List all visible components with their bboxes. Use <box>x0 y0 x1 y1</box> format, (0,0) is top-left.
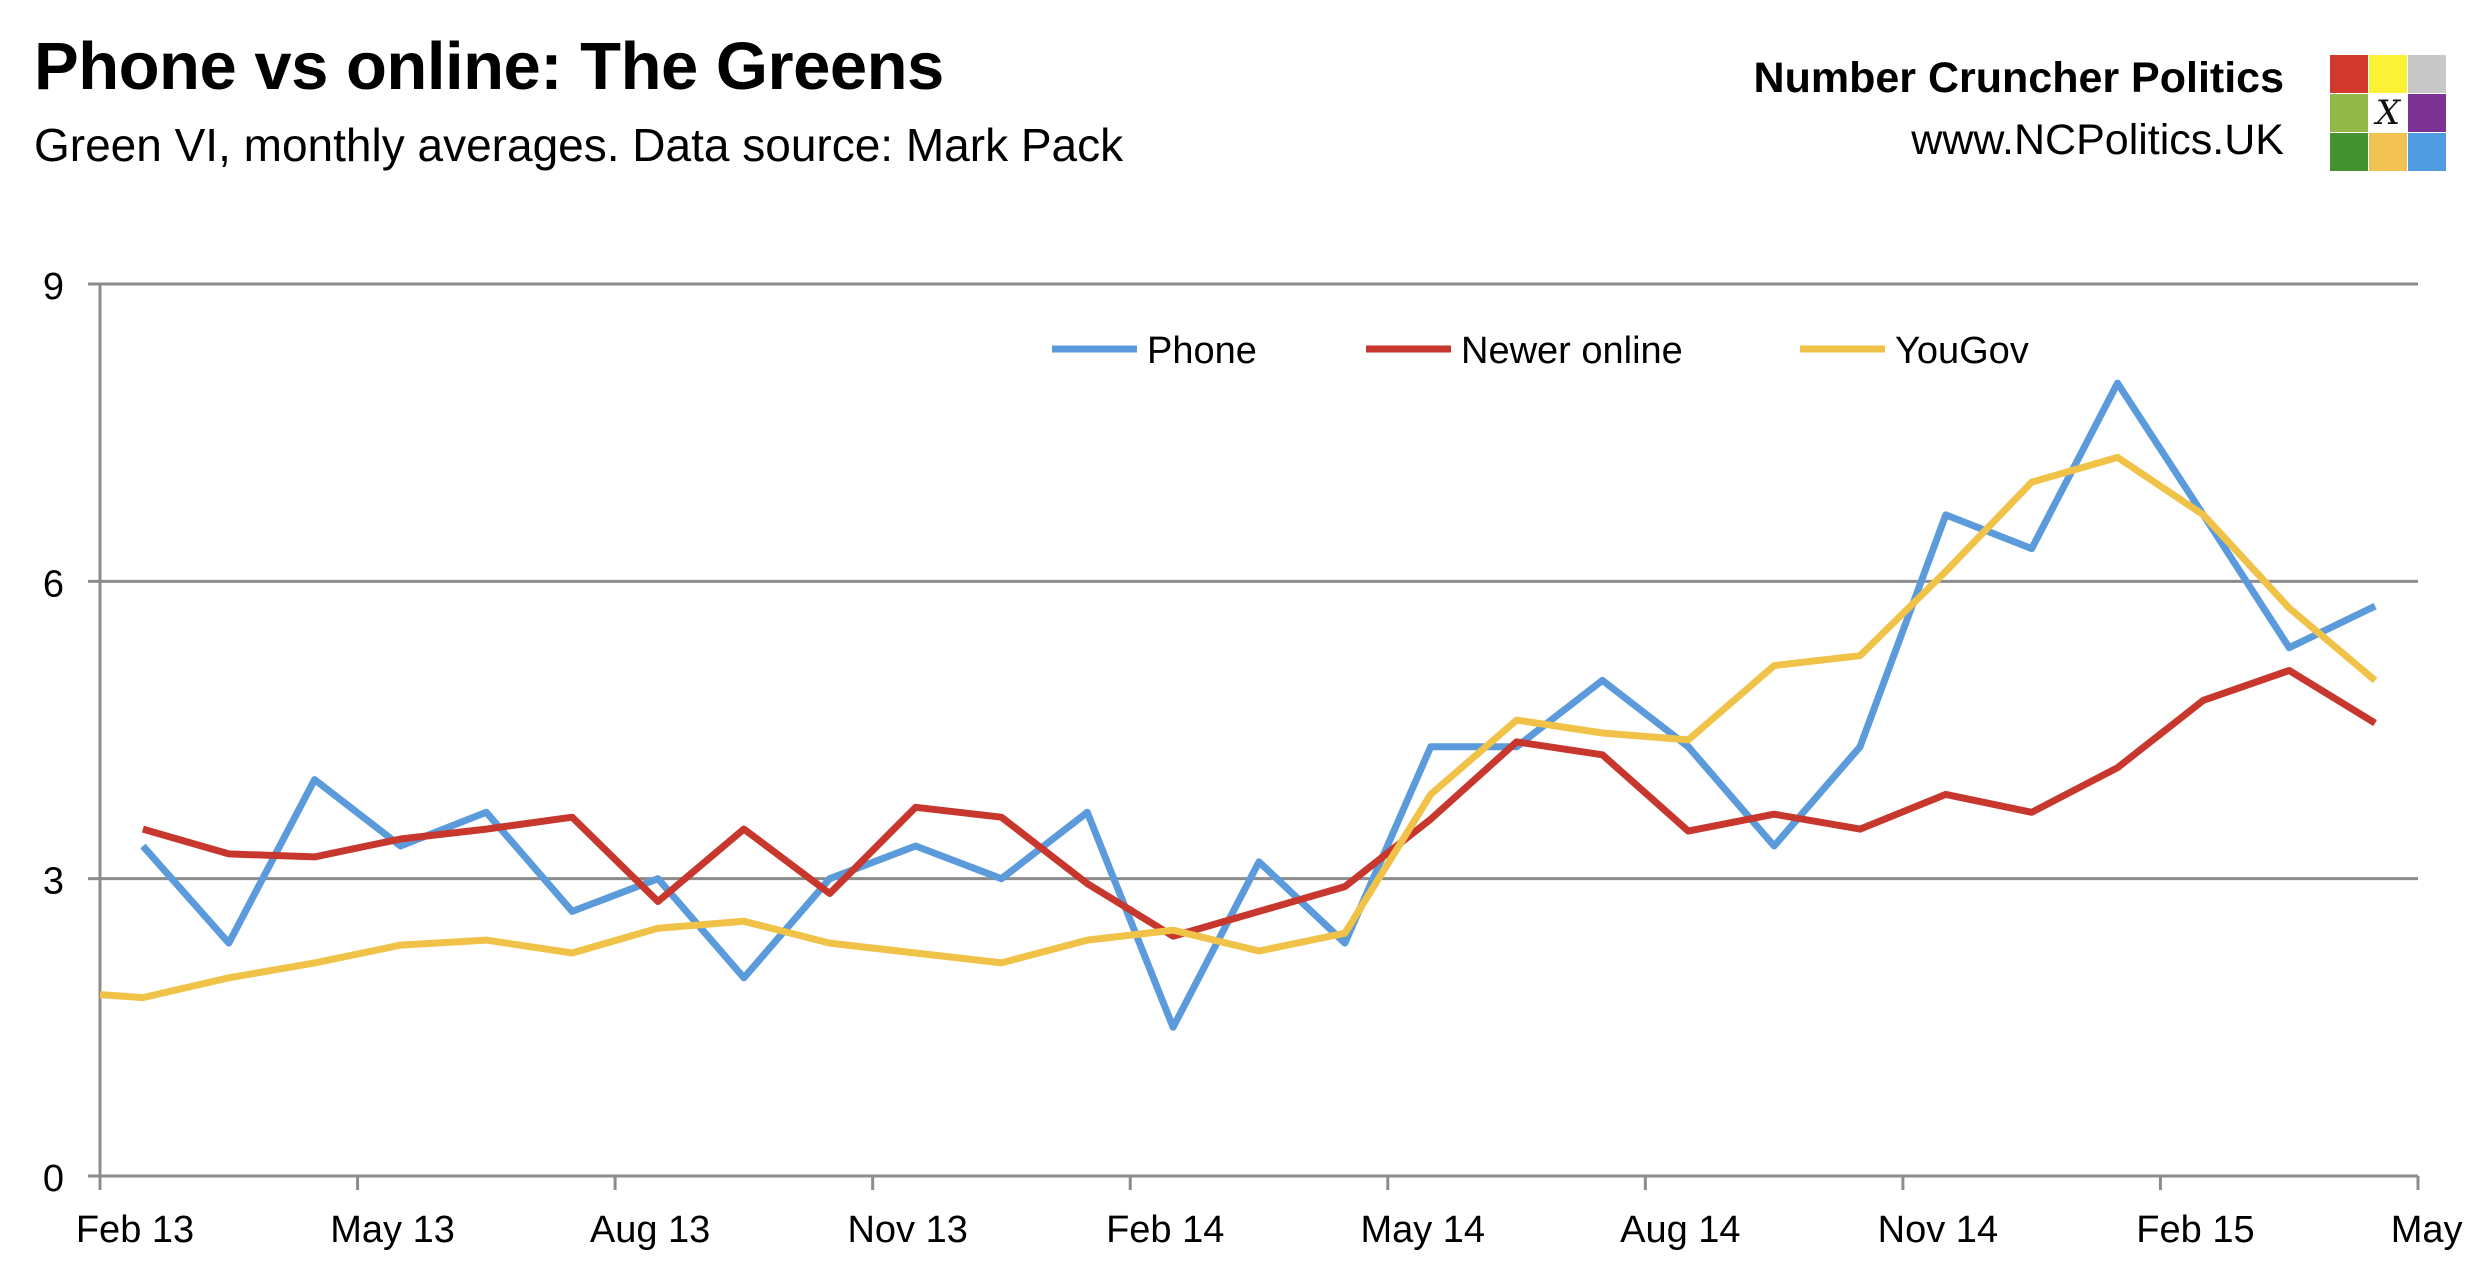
x-tick-label: May 15 <box>2391 1209 2470 1251</box>
y-tick-label: 6 <box>43 563 64 605</box>
brand-name: Number Cruncher Politics <box>1753 54 2284 102</box>
y-tick-label: 3 <box>43 861 64 903</box>
series-line-phone <box>140 379 2377 1031</box>
y-tick-label: 0 <box>43 1158 64 1200</box>
logo-cell <box>2369 133 2407 171</box>
x-tick-label: Feb 15 <box>2136 1209 2254 1251</box>
x-tick-label: Aug 14 <box>1620 1209 1740 1251</box>
legend-label: Phone <box>1147 330 1257 372</box>
chart-subtitle: Green VI, monthly averages. Data source:… <box>34 119 1124 171</box>
x-tick-label: Feb 13 <box>76 1209 194 1251</box>
logo-cell <box>2330 55 2368 93</box>
series-line-yougov <box>99 453 2378 1002</box>
chart-title: Phone vs online: The Greens <box>34 29 944 104</box>
y-tick-label: 9 <box>43 266 64 308</box>
x-tick-label: Nov 13 <box>847 1209 967 1251</box>
brand-url[interactable]: www.NCPolitics.UK <box>1911 116 2284 164</box>
x-tick-label: Feb 14 <box>1106 1209 1224 1251</box>
legend-label: Newer online <box>1461 330 1683 372</box>
ballot-x-icon: X <box>2369 94 2407 132</box>
x-tick-label: May 14 <box>1360 1209 1485 1251</box>
logo-cell <box>2330 133 2368 171</box>
x-tick-label: Aug 13 <box>590 1209 710 1251</box>
logo-cell <box>2408 133 2446 171</box>
logo-cell <box>2408 55 2446 93</box>
x-tick-label: Nov 14 <box>1878 1209 1998 1251</box>
x-tick-label: May 13 <box>330 1209 455 1251</box>
series-line-newer-online <box>141 667 2377 940</box>
brand-logo: X <box>2330 55 2447 172</box>
legend-label: YouGov <box>1895 330 2029 372</box>
logo-cell <box>2330 94 2368 132</box>
logo-cell <box>2369 55 2407 93</box>
logo-cell <box>2408 94 2446 132</box>
